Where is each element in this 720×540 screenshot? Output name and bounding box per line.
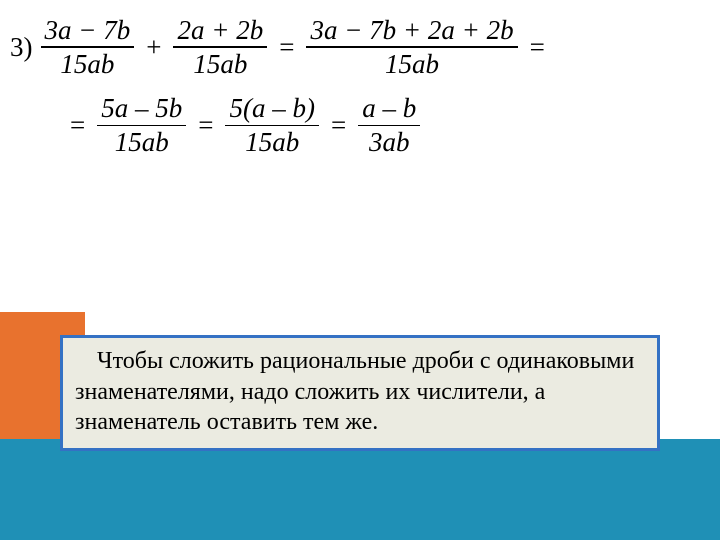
math-line-2: = 5a – 5b 15ab = 5(a – b) 15ab = a – b 3… bbox=[10, 92, 710, 158]
numerator: 5a – 5b bbox=[97, 92, 186, 124]
denominator: 15ab bbox=[56, 48, 118, 80]
fraction: 2a + 2b 15ab bbox=[173, 14, 267, 80]
operator-equals: = bbox=[70, 110, 85, 141]
denominator: 15ab bbox=[111, 126, 173, 158]
rule-box: Чтобы сложить рациональные дроби с одина… bbox=[60, 335, 660, 451]
numerator: 5(a – b) bbox=[225, 92, 318, 124]
numerator: 3a − 7b bbox=[41, 14, 135, 46]
denominator: 3ab bbox=[365, 126, 414, 158]
fraction: 3a − 7b 15ab bbox=[41, 14, 135, 80]
denominator: 15ab bbox=[381, 48, 443, 80]
rule-text: Чтобы сложить рациональные дроби с одина… bbox=[75, 348, 634, 435]
denominator: 15ab bbox=[189, 48, 251, 80]
operator-equals: = bbox=[530, 32, 545, 63]
item-number: 3) bbox=[10, 32, 33, 63]
numerator: 3a − 7b + 2a + 2b bbox=[306, 14, 517, 46]
math-line-1: 3) 3a − 7b 15ab + 2a + 2b 15ab = 3a − 7b… bbox=[10, 14, 710, 80]
fraction: 5a – 5b 15ab bbox=[97, 92, 186, 158]
accent-bar-blue bbox=[0, 439, 720, 540]
operator-equals: = bbox=[279, 32, 294, 63]
operator-plus: + bbox=[146, 32, 161, 63]
numerator: 2a + 2b bbox=[173, 14, 267, 46]
numerator: a – b bbox=[358, 92, 420, 124]
denominator: 15ab bbox=[241, 126, 303, 158]
fraction: 3a − 7b + 2a + 2b 15ab bbox=[306, 14, 517, 80]
operator-equals: = bbox=[331, 110, 346, 141]
operator-equals: = bbox=[198, 110, 213, 141]
fraction: 5(a – b) 15ab bbox=[225, 92, 318, 158]
math-formula: 3) 3a − 7b 15ab + 2a + 2b 15ab = 3a − 7b… bbox=[10, 14, 710, 171]
fraction: a – b 3ab bbox=[358, 92, 420, 158]
